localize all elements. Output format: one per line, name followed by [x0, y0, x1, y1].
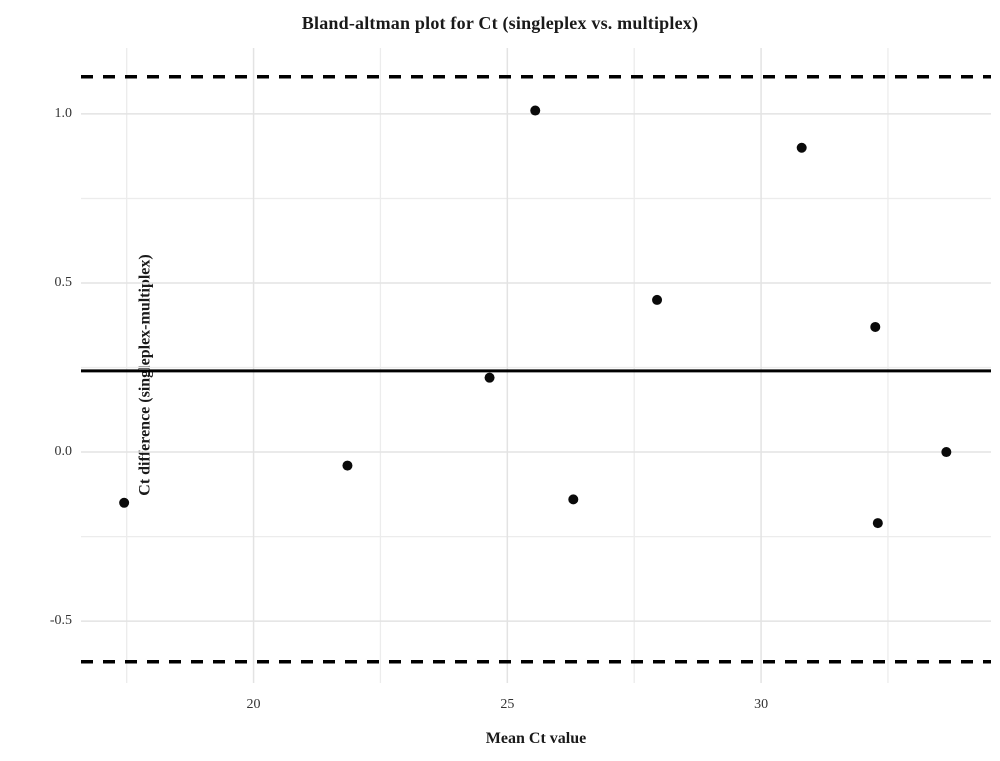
data-point — [484, 372, 495, 383]
data-point — [652, 294, 663, 305]
data-point — [568, 494, 579, 505]
x-tick-label: 30 — [754, 697, 769, 712]
data-point — [119, 497, 130, 508]
y-tick-label: 0.0 — [54, 444, 73, 460]
x-axis-label: Mean Ct value — [485, 730, 587, 747]
chart-title: Bland-altman plot for Ct (singleplex vs.… — [301, 13, 699, 33]
data-point — [530, 105, 541, 116]
x-tick-label: 20 — [246, 697, 261, 712]
y-tick-label: 0.5 — [54, 274, 73, 290]
y-tick-label: -0.5 — [49, 613, 72, 629]
data-point — [941, 447, 952, 458]
x-tick-label: 25 — [500, 697, 515, 712]
data-point — [796, 142, 807, 153]
data-point — [872, 518, 883, 529]
y-tick-label: 1.0 — [54, 105, 73, 121]
data-point — [870, 321, 881, 332]
data-point — [342, 460, 353, 471]
